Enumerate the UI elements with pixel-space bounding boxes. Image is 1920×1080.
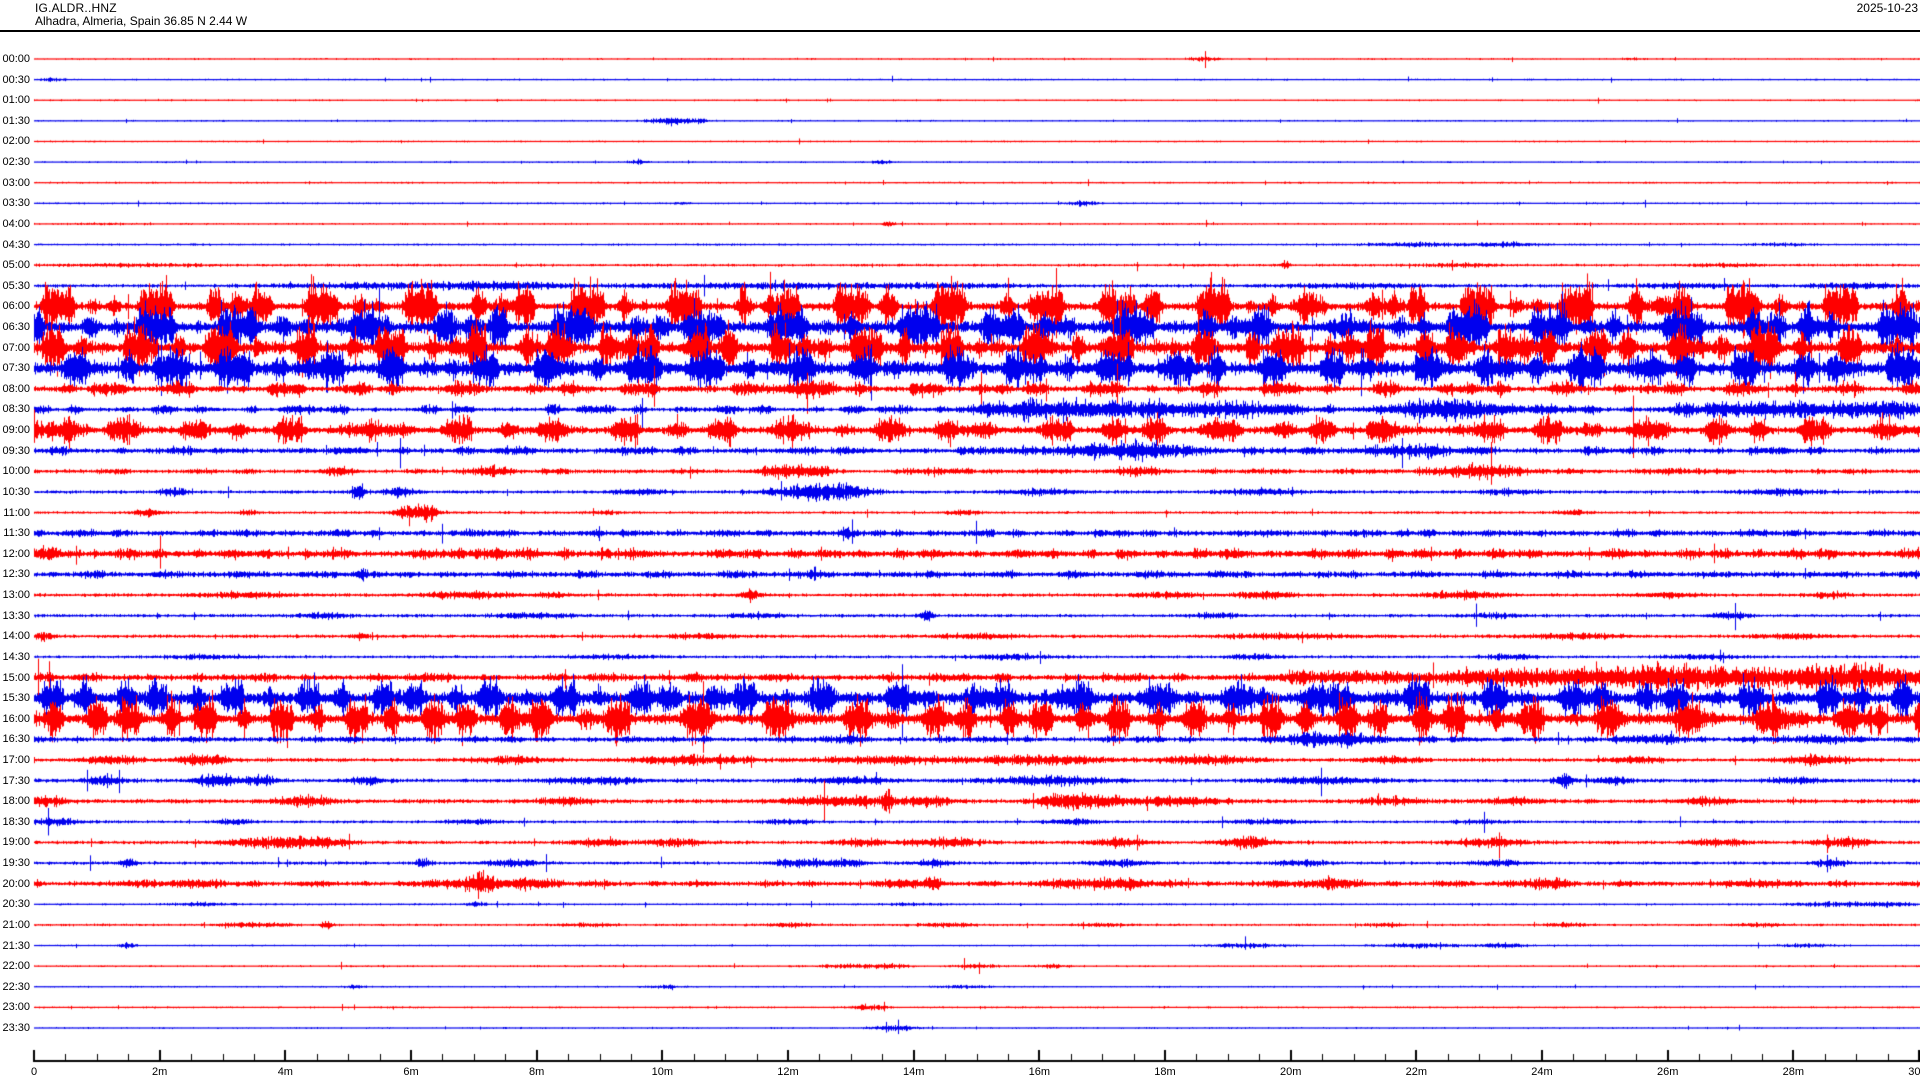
row-time-label: 00:00 [2,53,30,65]
axis-tick-label: 26m [1656,1066,1679,1078]
row-time-label: 17:00 [2,754,30,766]
row-time-label: 20:30 [2,898,30,910]
row-time-label: 18:00 [2,795,30,807]
row-time-label: 06:00 [2,300,30,312]
row-time-label: 09:30 [2,445,30,457]
row-time-label: 03:00 [2,177,30,189]
axis-tick-label: 10m [651,1066,674,1078]
axis-tick-label: 18m [1154,1066,1176,1078]
axis-tick-label: 14m [902,1066,925,1078]
row-time-label: 08:30 [2,403,30,415]
row-time-label: 13:30 [2,610,30,622]
row-time-label: 23:30 [2,1022,30,1034]
row-time-label: 07:00 [2,342,30,354]
axis-tick-label: 28m [1782,1066,1805,1078]
axis-tick-label: 4m [277,1066,293,1078]
row-time-label: 23:00 [2,1001,30,1013]
header-divider [0,30,1920,32]
row-time-label: 00:30 [2,74,30,86]
row-time-label: 13:00 [2,589,30,601]
axis-tick-label: 8m [529,1066,545,1078]
row-time-label: 16:30 [2,733,30,745]
axis-tick-label: 0 [30,1066,38,1078]
row-time-label: 15:00 [2,672,30,684]
row-time-label: 21:30 [2,940,30,952]
row-time-label: 10:00 [2,465,30,477]
row-time-label: 04:30 [2,239,30,251]
row-time-label: 09:00 [2,424,30,436]
row-time-label: 02:00 [2,135,30,147]
row-time-label: 02:30 [2,156,30,168]
row-time-label: 19:30 [2,857,30,869]
row-time-label: 04:00 [2,218,30,230]
axis-tick-label: 12m [777,1066,799,1078]
row-time-label: 03:30 [2,197,30,209]
axis-tick-label: 24m [1531,1066,1553,1078]
row-time-label: 14:30 [2,651,30,663]
axis-tick-label: 2m [152,1066,168,1078]
row-time-label: 21:00 [2,919,30,931]
row-time-label: 01:00 [2,94,30,106]
row-time-label: 01:30 [2,115,30,127]
row-time-label: 15:30 [2,692,30,704]
axis-tick-label: 20m [1279,1066,1302,1078]
row-time-label: 18:30 [2,816,30,828]
row-time-label: 08:00 [2,383,30,395]
station-location: Alhadra, Almeria, Spain 36.85 N 2.44 W [35,14,248,28]
row-time-label: 22:30 [2,981,30,993]
row-time-label: 05:00 [2,259,30,271]
row-time-label: 20:00 [2,878,30,890]
header-date: 2025-10-23 [1856,1,1918,15]
station-code: IG.ALDR..HNZ [35,1,117,15]
row-time-label: 11:30 [3,527,30,539]
row-time-label: 07:30 [2,362,30,374]
row-time-label: 10:30 [2,486,30,498]
axis-tick-label: 22m [1405,1066,1428,1078]
row-time-label: 14:00 [2,630,30,642]
axis-tick-label: 6m [403,1066,419,1078]
row-time-label: 12:00 [2,548,30,560]
row-time-label: 22:00 [2,960,30,972]
row-time-label: 16:00 [2,713,30,725]
row-time-label: 05:30 [2,280,30,292]
row-time-label: 19:00 [2,836,30,848]
axis-tick-label: 30m [1908,1066,1920,1078]
row-time-label: 12:30 [2,568,30,580]
row-time-label: 06:30 [2,321,30,333]
row-time-label: 17:30 [2,775,30,787]
axis-tick-label: 16m [1028,1066,1051,1078]
row-time-label: 11:00 [3,507,30,519]
